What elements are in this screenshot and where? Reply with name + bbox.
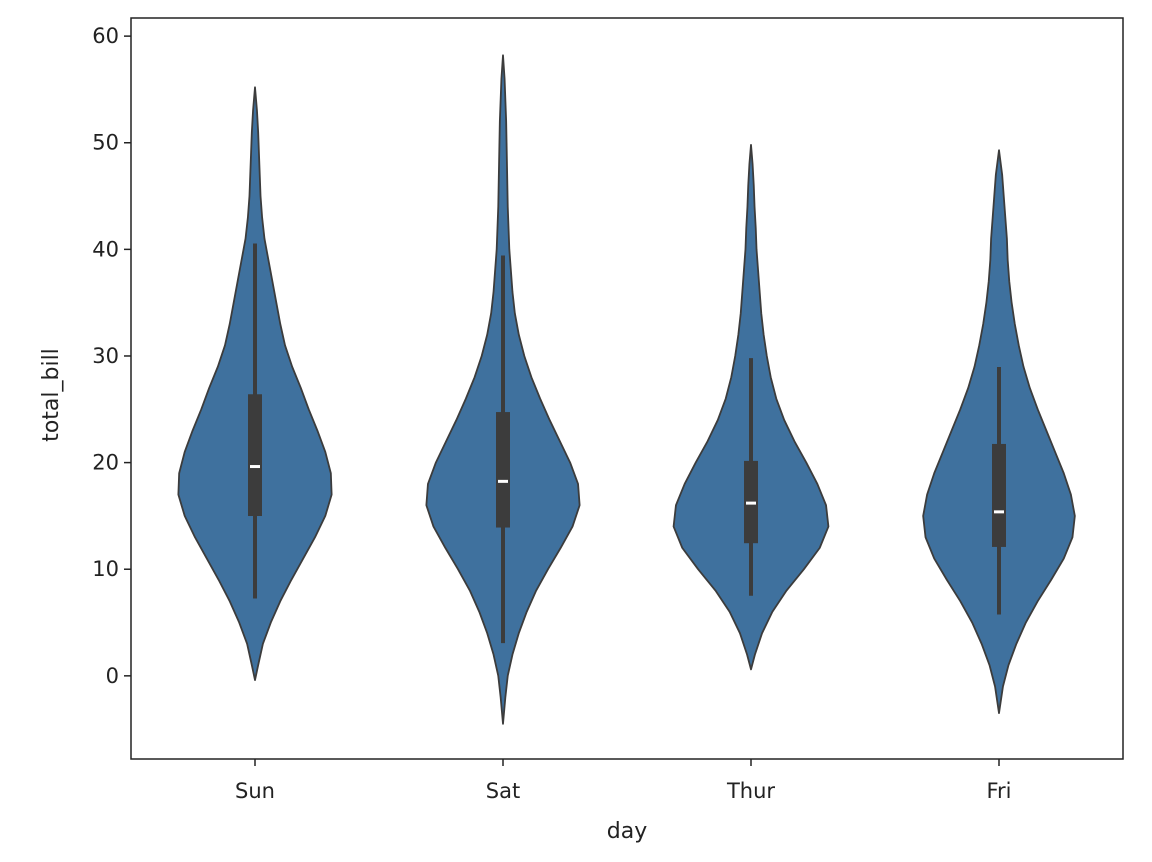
violin-sun — [177, 86, 333, 681]
violin-thur — [672, 143, 830, 671]
x-axis: Sun Sat Thur Fri — [235, 759, 1012, 803]
y-tick-label: 0 — [106, 664, 119, 688]
plot-frame — [130, 17, 1124, 760]
y-tick-label: 10 — [92, 557, 119, 581]
violin-iqr-box — [992, 443, 1006, 547]
x-tick-label: Sat — [486, 779, 520, 803]
y-axis: 0 10 20 30 40 50 60 — [92, 24, 131, 688]
y-tick-label: 60 — [92, 24, 119, 48]
y-tick-label: 20 — [92, 451, 119, 475]
violin-iqr-box — [496, 412, 510, 528]
y-tick-label: 50 — [92, 131, 119, 155]
x-tick-label: Sun — [235, 779, 275, 803]
y-tick-label: 30 — [92, 344, 119, 368]
x-tick-label: Fri — [986, 779, 1011, 803]
violin-fri — [922, 149, 1076, 715]
x-axis-label: day — [607, 819, 647, 844]
x-tick-label: Thur — [726, 779, 775, 803]
violins-layer — [177, 54, 1076, 725]
violin-iqr-box — [248, 394, 262, 517]
violin-sat — [425, 54, 581, 725]
y-tick-label: 40 — [92, 237, 119, 261]
y-axis-label: total_bill — [39, 348, 64, 442]
